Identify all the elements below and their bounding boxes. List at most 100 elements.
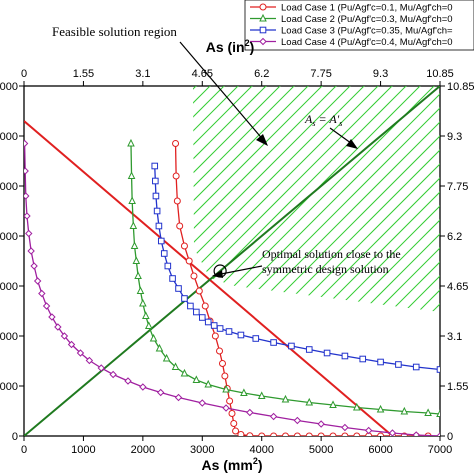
data-point-triangle <box>436 409 440 417</box>
series-2 <box>127 138 440 417</box>
data-point-diamond <box>269 412 278 421</box>
x-tick-label-top: 9.3 <box>373 68 388 80</box>
series-line <box>130 143 440 415</box>
hatch-line <box>193 86 440 312</box>
data-point-triangle <box>144 321 153 329</box>
x-tick-label-bottom: 6000 <box>368 444 392 456</box>
data-point-square <box>412 363 420 371</box>
y-tick-label-right: 9.3 <box>447 131 462 143</box>
data-point-square <box>377 358 384 366</box>
data-point-triangle <box>139 298 147 307</box>
hatch-line <box>193 86 440 312</box>
data-point-diamond <box>156 388 165 397</box>
hatch-line <box>193 86 440 312</box>
data-point-diamond <box>38 289 46 298</box>
data-point-circle <box>258 432 266 436</box>
data-point-diamond <box>436 432 440 436</box>
legend-item: Load Case 2 (Pu/Agf'c=0.3, Mu/Agf'ch=0 <box>250 13 453 25</box>
data-point-circle <box>180 242 188 250</box>
data-point-diamond <box>139 383 147 391</box>
x-tick-label-bottom: 5000 <box>309 444 333 456</box>
symmetric-line <box>24 86 440 436</box>
hatch-line <box>193 86 440 312</box>
data-point-diamond <box>97 364 105 372</box>
data-point-square <box>359 355 367 363</box>
data-point-triangle <box>129 221 138 229</box>
hatch-line <box>193 86 325 312</box>
optimal-solution-arrowhead <box>212 270 223 278</box>
data-point-square <box>252 335 260 342</box>
data-point-square <box>198 314 206 321</box>
data-point-square <box>237 331 245 339</box>
data-point-circle <box>195 287 203 295</box>
legend-item: Load Case 3 (Pu/Agf'c=0.35, Mu/Agf'ch= <box>250 26 453 37</box>
x-axis-title-top: As (in2) <box>206 38 255 55</box>
data-point-diamond <box>33 277 42 285</box>
feasible-region-arrow <box>179 41 266 143</box>
series-4 <box>24 139 440 436</box>
data-point-circle <box>172 140 180 147</box>
y-tick-label-left: 000 <box>0 381 18 393</box>
data-point-circle <box>317 432 325 436</box>
data-point-circle <box>293 432 301 436</box>
data-point-circle <box>228 410 236 417</box>
hatch-line <box>193 86 255 312</box>
data-point-circle <box>218 360 226 367</box>
hatch-line <box>193 86 440 312</box>
x-tick-label-bottom: 1000 <box>71 444 95 456</box>
data-point-diamond <box>30 262 38 270</box>
data-point-triangle <box>136 286 145 294</box>
data-point-triangle <box>180 368 189 377</box>
hatch-line <box>193 86 440 312</box>
x-tick-label-bottom: 7000 <box>428 444 452 456</box>
data-point-square <box>210 322 218 329</box>
y-tick-label-left: 000 <box>0 231 18 243</box>
y-axis-right: 0 1.55 3.1 4.65 6.2 7.75 9.3 10.85 <box>440 81 474 443</box>
data-point-square <box>152 192 160 200</box>
data-point-square <box>151 162 159 170</box>
optimal-solution-arrow <box>215 265 263 276</box>
data-point-diamond <box>259 37 267 46</box>
data-point-circle <box>232 427 240 435</box>
data-point-circle <box>305 432 313 436</box>
y-tick-label-left: 000 <box>0 181 18 193</box>
data-point-square <box>187 302 194 310</box>
data-point-square <box>153 207 161 215</box>
data-point-circle <box>211 332 219 340</box>
hatch-line <box>193 86 440 312</box>
data-point-triangle <box>305 397 314 406</box>
hatch-line <box>193 86 440 312</box>
x-tick-label-bottom: 4000 <box>249 444 273 456</box>
data-point-circle <box>176 222 184 230</box>
data-point-triangle <box>128 196 136 204</box>
data-point-square <box>204 318 212 326</box>
data-point-diamond <box>174 393 183 402</box>
data-point-diamond <box>109 370 117 379</box>
data-point-square <box>270 339 277 346</box>
x-tick-label-bottom: 0 <box>21 444 27 456</box>
data-point-square <box>155 222 163 230</box>
y-tick-label-right: 7.75 <box>447 181 468 193</box>
red-straight-line <box>24 120 394 436</box>
hatch-line <box>193 86 440 312</box>
data-point-circle <box>237 431 245 436</box>
y-tick-label-left: 0 <box>12 431 18 443</box>
data-point-square <box>181 295 188 302</box>
data-point-triangle <box>424 408 432 416</box>
data-point-triangle <box>162 353 171 362</box>
y-tick-label-right: 6.2 <box>447 231 462 243</box>
data-point-diamond <box>124 377 132 385</box>
symmetric-line-arrowhead <box>346 139 358 149</box>
hatch-line <box>193 86 440 312</box>
data-point-circle <box>230 420 238 427</box>
data-point-circle <box>226 397 234 405</box>
legend-label: Load Case 4 (Pu/Agf'c=0.4, Mu/Agf'ch=0 <box>281 37 453 48</box>
data-point-circle <box>377 432 385 436</box>
data-point-circle <box>329 432 337 436</box>
x-axis-top: 0 1.55 3.1 4.65 6.2 7.75 9.3 10.85 <box>21 68 454 86</box>
hatch-line <box>193 86 440 312</box>
data-point-triangle <box>204 379 213 388</box>
legend-item: Load Case 4 (Pu/Agf'c=0.4, Mu/Agf'ch=0 <box>250 37 453 48</box>
data-point-diamond <box>76 349 85 357</box>
